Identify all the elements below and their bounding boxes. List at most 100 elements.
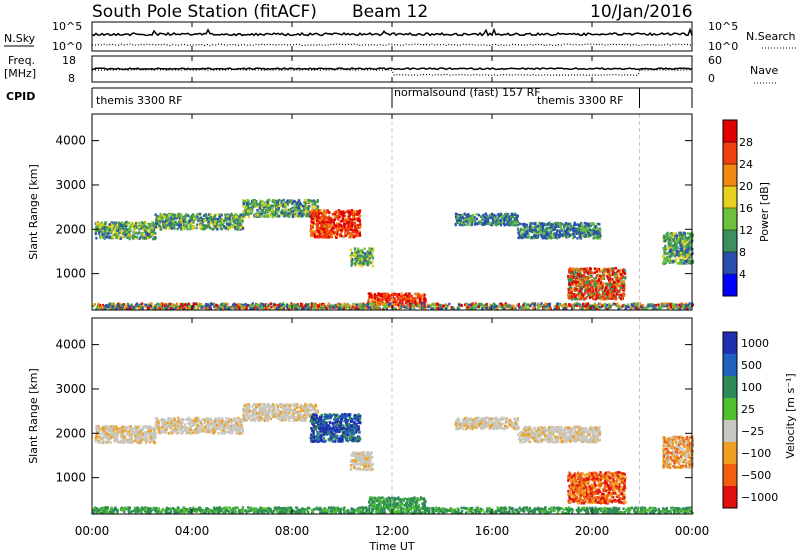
- scatter-cell: [684, 255, 687, 258]
- scatter-cell: [594, 276, 597, 280]
- scatter-cell: [389, 302, 392, 306]
- scatter-cell: [385, 307, 388, 310]
- scatter-cell: [234, 217, 237, 220]
- scatter-cell: [118, 304, 121, 308]
- scatter-cell: [296, 204, 299, 207]
- scatter-cell: [461, 214, 464, 218]
- scatter-cell: [671, 235, 674, 239]
- scatter-cell: [114, 227, 117, 231]
- scatter-cell: [162, 302, 165, 306]
- scatter-cell: [185, 220, 188, 224]
- scatter-cell: [581, 226, 584, 229]
- scatter-cell: [187, 214, 190, 217]
- scatter-cell: [615, 304, 618, 307]
- scatter-cell: [182, 224, 185, 227]
- scatter-cell: [581, 292, 584, 295]
- scatter-cell: [323, 230, 327, 234]
- scatter-cell: [284, 205, 287, 209]
- scatter-cell: [284, 209, 287, 213]
- scatter-cell: [592, 223, 596, 226]
- scatter-cell: [672, 239, 675, 243]
- scatter-cell: [414, 298, 417, 301]
- scatter-cell: [347, 305, 351, 309]
- scatter-cell: [666, 252, 669, 255]
- scatter-cell: [177, 224, 180, 227]
- scatter-cell: [542, 222, 545, 226]
- scatter-cell: [578, 232, 581, 235]
- scatter-cell: [204, 304, 208, 308]
- scatter-cell: [614, 275, 617, 278]
- scatter-cell: [369, 302, 372, 305]
- scatter-cell: [226, 214, 229, 218]
- scatter-cell: [375, 305, 378, 308]
- scatter-cell: [290, 212, 293, 216]
- scatter-cell: [491, 212, 494, 216]
- scatter-cell: [288, 212, 291, 215]
- scatter-cell: [339, 210, 342, 214]
- scatter-cell: [141, 302, 144, 305]
- scatter-cell: [363, 247, 366, 251]
- scatter-cell: [593, 271, 596, 274]
- scatter-cell: [231, 219, 234, 222]
- scatter-cell: [623, 294, 626, 297]
- scatter-cell: [263, 307, 267, 311]
- scatter-cell: [687, 236, 691, 239]
- scatter-cell: [246, 202, 249, 205]
- scatter-cell: [202, 224, 206, 227]
- scatter-cell: [617, 293, 621, 297]
- scatter-cell: [673, 237, 676, 241]
- scatter-cell: [611, 267, 614, 271]
- scatter-cell: [394, 307, 397, 311]
- scatter-cell: [95, 236, 98, 240]
- scatter-cell: [232, 219, 236, 223]
- scatter-cell: [610, 283, 613, 287]
- scatter-cell: [276, 212, 279, 216]
- scatter-cell: [525, 306, 528, 309]
- scatter-cell: [357, 232, 360, 236]
- scatter-cell: [540, 233, 543, 236]
- scatter-cell: [560, 304, 563, 307]
- scatter-cell: [459, 213, 462, 217]
- scatter-cell: [604, 286, 607, 290]
- scatter-cell: [597, 293, 600, 297]
- scatter-cell: [594, 297, 597, 301]
- scatter-cell: [669, 239, 672, 242]
- scatter-cell: [675, 234, 679, 237]
- scatter-cell: [322, 235, 325, 239]
- scatter-cell: [673, 243, 676, 247]
- scatter-cell: [461, 216, 464, 219]
- scatter-cell: [420, 302, 423, 305]
- scatter-cell: [598, 227, 601, 230]
- scatter-cell: [173, 227, 176, 230]
- scatter-cell: [386, 293, 389, 297]
- scatter-cell: [108, 302, 112, 305]
- scatter-cell: [232, 216, 235, 220]
- scatter-cell: [219, 224, 222, 227]
- scatter-cell: [363, 258, 366, 261]
- scatter-cell: [118, 302, 121, 305]
- scatter-cell: [576, 237, 579, 240]
- scatter-cell: [195, 302, 198, 305]
- scatter-cell: [623, 304, 626, 307]
- scatter-cell: [172, 213, 175, 217]
- scatter-cell: [354, 264, 357, 267]
- scatter-cell: [575, 232, 578, 235]
- scatter-cell: [536, 224, 540, 228]
- scatter-cell: [387, 294, 390, 298]
- scatter-cell: [336, 227, 339, 231]
- scatter-cell: [603, 267, 606, 270]
- scatter-cell: [590, 273, 593, 276]
- scatter-cell: [618, 270, 621, 274]
- scatter-cell: [356, 213, 359, 216]
- scatter-cell: [491, 215, 495, 218]
- scatter-cell: [167, 213, 170, 217]
- scatter-cell: [352, 221, 355, 224]
- scatter-cell: [195, 217, 198, 221]
- scatter-cell: [209, 213, 212, 216]
- scatter-cell: [213, 222, 216, 226]
- scatter-cell: [384, 292, 387, 296]
- scatter-cell: [560, 229, 563, 232]
- scatter-cell: [333, 215, 337, 218]
- scatter-cell: [258, 204, 262, 207]
- scatter-cell: [683, 258, 686, 261]
